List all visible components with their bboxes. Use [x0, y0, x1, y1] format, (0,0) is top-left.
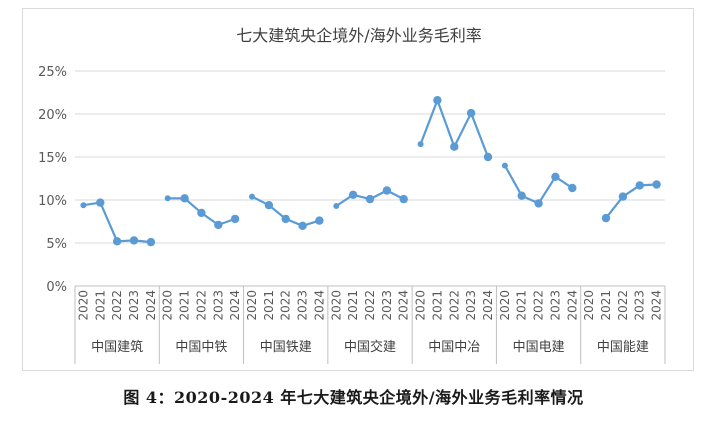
series-line — [605, 183, 657, 219]
data-point — [146, 237, 156, 247]
x-tick-label: 2024 — [481, 290, 495, 321]
data-point — [180, 194, 189, 203]
chart-frame: 七大建筑央企境外/海外业务毛利率 0% 5% 10% 15% 20% 25% 2020 202… — [22, 8, 694, 371]
data-point — [568, 183, 577, 193]
group-label: 中国交建 — [344, 339, 396, 355]
data-point — [298, 221, 307, 230]
x-tick-label: 2022 — [110, 290, 124, 321]
data-point — [517, 191, 526, 200]
group-label: 中国中冶 — [428, 340, 480, 355]
y-tick-label: 20% — [38, 108, 67, 123]
data-point — [230, 214, 240, 224]
data-point — [635, 181, 644, 190]
x-tick-label: 2020 — [582, 290, 596, 321]
x-tick-label: 2024 — [565, 290, 579, 321]
series-line — [503, 165, 573, 205]
x-tick-label: 2024 — [312, 290, 326, 321]
group-label: 中国铁建 — [260, 340, 312, 355]
x-tick-label: 2021 — [178, 290, 192, 321]
group-label: 中国能建 — [597, 340, 649, 355]
x-tick-label: 2020 — [161, 290, 175, 321]
data-point — [483, 152, 493, 162]
data-point — [365, 194, 375, 204]
group-label: 中国电建 — [513, 340, 565, 355]
data-point — [382, 186, 392, 195]
data-point — [417, 141, 424, 148]
data-point — [214, 220, 223, 230]
x-tick-label: 2023 — [211, 290, 225, 321]
series-line — [83, 201, 152, 244]
data-point — [112, 237, 122, 246]
x-tick-label: 2023 — [296, 290, 310, 321]
y-tick-label: 25% — [38, 65, 67, 80]
x-tick-label: 2021 — [599, 290, 613, 321]
x-tick-label: 2022 — [532, 290, 546, 321]
data-point — [333, 203, 340, 209]
x-tick-label: 2022 — [194, 290, 208, 321]
data-point — [501, 162, 508, 169]
data-point — [466, 108, 476, 118]
data-point — [601, 213, 611, 223]
data-point — [281, 214, 290, 224]
x-tick-label: 2023 — [464, 290, 478, 321]
data-point — [450, 142, 459, 151]
x-tick-label: 2021 — [262, 290, 276, 321]
x-tick-label: 2022 — [363, 290, 377, 321]
x-tick-label: 2024 — [650, 290, 664, 321]
x-tick-label: 2022 — [447, 290, 461, 321]
data-point — [399, 194, 408, 204]
x-tick-label: 2020 — [245, 290, 259, 321]
x-tick-label: 2023 — [633, 290, 647, 321]
x-tick-label: 2024 — [397, 290, 411, 321]
y-tick-label: 5% — [46, 237, 67, 252]
x-tick-label: 2021 — [346, 290, 360, 321]
data-point — [315, 216, 324, 225]
x-tick-label: 2022 — [279, 290, 293, 321]
x-tick-label: 2020 — [329, 290, 343, 321]
x-tick-label: 2023 — [380, 290, 394, 321]
x-tick-label: 2023 — [548, 290, 562, 321]
y-tick-label: 15% — [38, 151, 67, 166]
data-point — [551, 172, 560, 181]
x-tick-label: 2020 — [76, 290, 90, 321]
data-point — [348, 190, 358, 199]
data-point — [96, 198, 105, 207]
x-tick-label: 2024 — [144, 290, 158, 321]
data-point — [618, 192, 628, 201]
data-point — [433, 96, 442, 105]
x-tick-label: 2022 — [616, 290, 630, 321]
group-label: 中国建筑 — [91, 339, 143, 355]
y-tick-label: 0% — [46, 280, 67, 295]
data-point — [80, 202, 87, 209]
x-tick-label: 2021 — [515, 290, 529, 321]
group-label: 中国中铁 — [175, 340, 227, 355]
x-tick-label: 2020 — [498, 290, 512, 321]
figure-caption: 图 4：2020-2024 年七大建筑央企境外/海外业务毛利率情况 — [123, 388, 584, 407]
x-tick-label: 2021 — [430, 290, 444, 321]
data-point — [652, 180, 661, 189]
x-tick-label: 2023 — [127, 290, 141, 321]
x-tick-label: 2021 — [93, 290, 107, 321]
data-point — [264, 201, 274, 210]
data-point — [164, 195, 171, 202]
y-tick-label: 10% — [38, 194, 67, 209]
data-point — [129, 236, 139, 245]
data-point — [249, 193, 255, 200]
data-point — [197, 208, 206, 218]
data-point — [534, 199, 543, 208]
line-chart: 七大建筑央企境外/海外业务毛利率 0%5%10%15%20%25%2020 202… — [38, 26, 666, 364]
x-tick-label: 2020 — [414, 290, 428, 321]
x-tick-label: 2024 — [228, 290, 242, 321]
chart-title: 七大建筑央企境外/海外业务毛利率 — [236, 26, 481, 45]
